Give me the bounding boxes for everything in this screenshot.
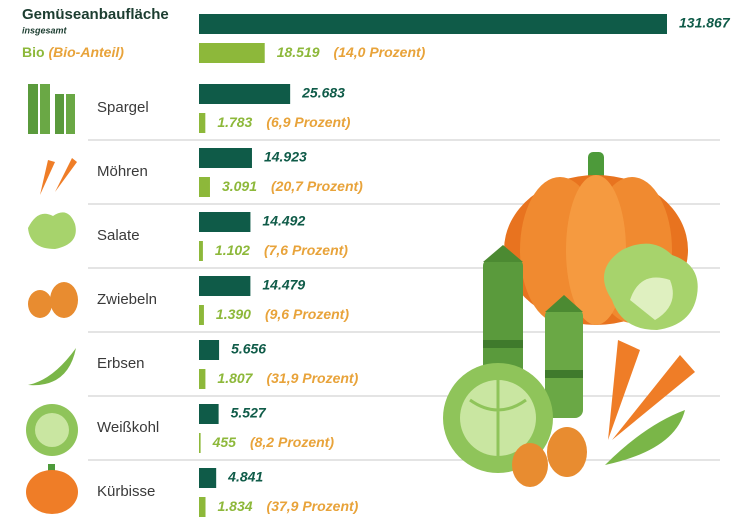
category-label: Weißkohl	[97, 419, 159, 436]
bio-value: 1.834	[218, 498, 253, 514]
value-label-bio: 1.102 (7,6 Prozent)	[215, 242, 348, 258]
value-label-total: 5.527	[231, 405, 267, 421]
category-label: Zwiebeln	[97, 291, 157, 308]
bar-bio	[199, 433, 201, 453]
bio-value: 1.783	[217, 114, 252, 130]
chart-subtitle: insgesamt	[22, 25, 68, 35]
bar-bio	[199, 241, 203, 261]
bio-value: 455	[212, 434, 237, 450]
bar-bio	[199, 177, 210, 197]
bio-share: (8,2 Prozent)	[250, 434, 334, 450]
value-label-bio: 1.783 (6,9 Prozent)	[217, 114, 350, 130]
bio-share: (20,7 Prozent)	[271, 178, 363, 194]
category-label: Spargel	[97, 99, 149, 116]
bar-total	[199, 468, 216, 488]
bio-value: 18.519	[277, 44, 320, 60]
bio-share: (31,9 Prozent)	[266, 370, 358, 386]
category-label: Möhren	[97, 163, 148, 180]
category-label: Kürbisse	[97, 483, 155, 500]
bar-total	[199, 148, 252, 168]
value-label-bio: 3.091 (20,7 Prozent)	[222, 178, 363, 194]
bar-bio	[199, 369, 205, 389]
chart: Gemüseanbaufläche insgesamt Bio (Bio-Ant…	[0, 0, 750, 523]
value-label-total: 14.492	[262, 213, 305, 229]
bar-total	[199, 84, 290, 104]
value-label-bio: 455 (8,2 Prozent)	[212, 434, 335, 450]
bio-name: Bio	[22, 44, 45, 60]
value-label-total: 25.683	[301, 85, 345, 101]
bio-value: 3.091	[222, 178, 257, 194]
bar-bio	[199, 305, 204, 325]
bio-share-title: (Bio-Anteil)	[48, 44, 124, 60]
icons	[26, 84, 78, 514]
value-label-total: 4.841	[227, 469, 263, 485]
bio-share: (14,0 Prozent)	[334, 44, 426, 60]
bar-bio	[199, 113, 205, 133]
bio-value: 1.102	[215, 242, 250, 258]
category-label: Erbsen	[97, 355, 145, 372]
value-label-bio: 1.807 (31,9 Prozent)	[217, 370, 358, 386]
bio-share: (7,6 Prozent)	[264, 242, 348, 258]
value-label-bio: 1.390 (9,6 Prozent)	[216, 306, 349, 322]
bio-value: 1.807	[217, 370, 253, 386]
chart-title: Gemüseanbaufläche	[22, 6, 169, 23]
bio-share: (6,9 Prozent)	[266, 114, 350, 130]
category-label: Salate	[97, 227, 140, 244]
bar-total	[199, 212, 250, 232]
bar-bio	[199, 497, 206, 517]
value-label-bio: 18.519 (14,0 Prozent)	[277, 44, 426, 60]
value-label-total: 131.867	[679, 15, 731, 31]
value-label-total: 5.656	[231, 341, 266, 357]
bio-share: (37,9 Prozent)	[267, 498, 359, 514]
value-label-total: 14.923	[264, 149, 307, 165]
value-label-total: 14.479	[262, 277, 305, 293]
bar-total	[199, 340, 219, 360]
value-label-bio: 1.834 (37,9 Prozent)	[218, 498, 359, 514]
illustration	[443, 152, 698, 487]
bio-share: (9,6 Prozent)	[265, 306, 349, 322]
bio-legend: Bio (Bio-Anteil)	[22, 44, 124, 60]
bar-bio	[199, 43, 265, 63]
bar-total	[199, 276, 250, 296]
bar-total	[199, 404, 219, 424]
bar-total	[199, 14, 667, 34]
bio-value: 1.390	[216, 306, 251, 322]
